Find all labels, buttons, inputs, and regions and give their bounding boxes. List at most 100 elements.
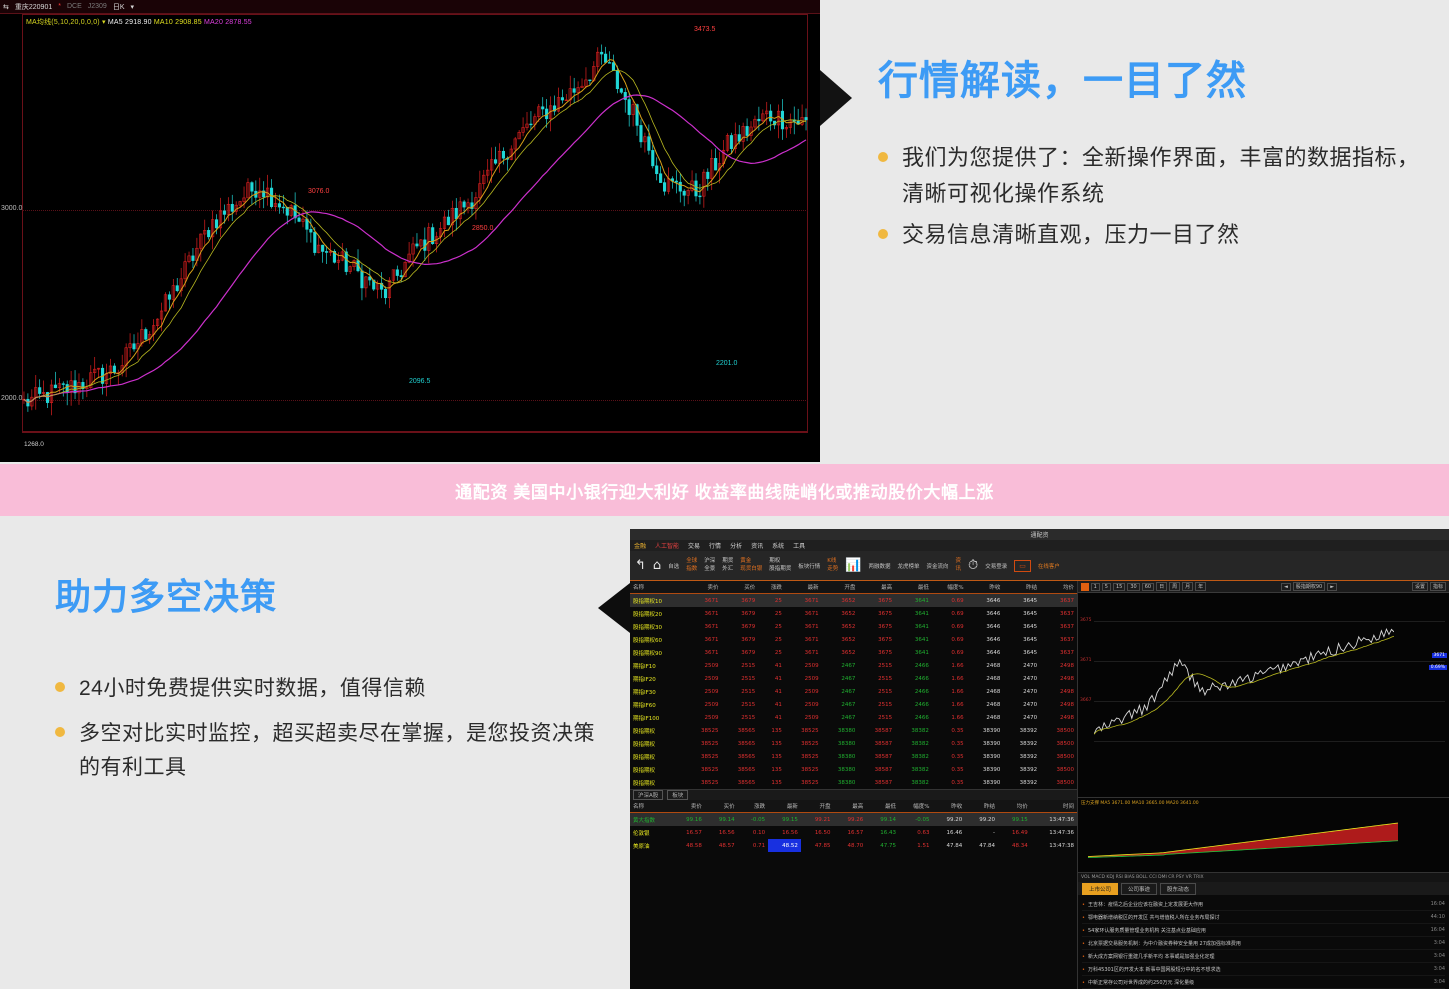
toolbar-item-self-select[interactable]: 自选 <box>668 563 680 570</box>
timeframe-btn-60[interactable]: 60 <box>1141 582 1155 591</box>
symbol-label[interactable]: 股指期权90 <box>1292 582 1326 591</box>
toolbar-item-trade-login[interactable]: 交易登录 <box>985 563 1008 570</box>
list-item[interactable]: • 新大成方案网银行重建几乎新平均 本事或是加强业化定理 3:04 <box>1082 950 1445 963</box>
table-row[interactable]: 股指期权 38525 38565 135 38525 38380 38587 38382 0.3… <box>630 776 1077 789</box>
table-row[interactable]: 期指IF60 2509 2515 41 2509 2467 2515 2466 1.66 2468… <box>630 698 1077 711</box>
news-list[interactable]: • 王吉林：疫情之后企业应该在融资上定发展更大作用 16:04 • 鄂电器新增纳税区的开… <box>1078 895 1449 989</box>
table-row[interactable]: 伦敦银 16.57 16.56 0.10 16.56 16.50 16.57 16.43 0.6… <box>630 826 1077 839</box>
column-header[interactable]: 卖价 <box>672 800 705 813</box>
column-header[interactable]: 名称 <box>630 800 673 813</box>
table-row[interactable]: 股指期权 38525 38565 135 38525 38380 38587 38382 0.3… <box>630 724 1077 737</box>
timeframe-btn-week[interactable]: 周 <box>1169 582 1181 591</box>
table-row[interactable]: 期指IF20 2509 2515 41 2509 2467 2515 2466 1.66 2468… <box>630 672 1077 685</box>
chart-ma-label[interactable]: MA均线(5,10,20,0,0,0) <box>26 19 100 26</box>
toolbar-item-futures[interactable]: 期货 外汇 <box>722 558 733 573</box>
column-header[interactable]: 最低 <box>895 581 932 594</box>
column-header[interactable]: 最新 <box>768 800 801 813</box>
table-row[interactable]: 股指期权 38525 38565 135 38525 38380 38587 38382 0.3… <box>630 763 1077 776</box>
column-header[interactable]: 均价 <box>997 800 1031 813</box>
table-row[interactable]: 股指期权10 3671 3679 25 3671 3652 3675 3641 0.69 3646… <box>630 593 1077 607</box>
subtab-ashare[interactable]: 沪深A股 <box>633 790 664 800</box>
chevron-down-icon[interactable]: ▾ <box>130 3 135 11</box>
toolbar-item-ranking[interactable]: 龙虎榜单 <box>897 563 920 570</box>
table-row[interactable]: 美原油 48.58 48.57 0.71 48.52 47.85 48.70 47.75 1.5… <box>630 839 1077 852</box>
nav-prev-button[interactable]: ◄ <box>1281 582 1291 591</box>
price-chart[interactable]: 3675 3671 3667 3671 0.69% <box>1078 593 1449 798</box>
table-row[interactable]: 期指IF30 2509 2515 41 2509 2467 2515 2466 1.66 2468… <box>630 685 1077 698</box>
toolbar-item-gold[interactable]: 黄金 现货白银 <box>740 558 762 573</box>
column-header[interactable]: 买价 <box>721 581 759 594</box>
chevron-down-icon[interactable]: ▾ <box>102 19 106 26</box>
column-header[interactable]: 开盘 <box>800 800 834 813</box>
column-header[interactable]: 昨收 <box>966 581 1004 594</box>
news-tab-listed-company[interactable]: 上市公司 <box>1082 882 1119 895</box>
timeframe-btn-month[interactable]: 月 <box>1182 582 1194 591</box>
table-row[interactable]: 股指期权 38525 38565 135 38525 38380 38587 38382 0.3… <box>630 737 1077 750</box>
timeframe-btn-1[interactable]: 1 <box>1090 582 1100 591</box>
menu-item-5[interactable]: 资讯 <box>751 543 764 550</box>
table-row[interactable]: 股指期权20 3671 3679 25 3671 3652 3675 3641 0.69 3646… <box>630 607 1077 620</box>
list-item[interactable]: • 鄂电器新增纳税区的开发区 共与增值税人所在业务布局探讨 44:10 <box>1082 911 1445 924</box>
toolbar-item-margin[interactable]: 两融数据 <box>868 563 891 570</box>
menu-item-6[interactable]: 系统 <box>772 543 785 550</box>
subtab-sector[interactable]: 板块 <box>667 790 689 800</box>
column-header[interactable]: 幅度% <box>931 581 967 594</box>
toolbar-item-kline[interactable]: K线 走势 <box>827 558 838 573</box>
menu-item-3[interactable]: 行情 <box>709 543 722 550</box>
alarm-icon[interactable]: ⏱ <box>968 558 979 573</box>
column-header[interactable]: 昨结 <box>965 800 998 813</box>
column-header[interactable]: 买价 <box>704 800 738 813</box>
menu-item-1[interactable]: 人工智能 <box>655 543 680 550</box>
list-item[interactable]: • 万科45301区的开发大本 新事中国网股短分中的名不想求选 3:04 <box>1082 963 1445 976</box>
news-tab-company-events[interactable]: 公司事迹 <box>1121 882 1158 895</box>
quote-table-body[interactable]: 股指期权10 3671 3679 25 3671 3652 3675 3641 0.69 3646… <box>630 593 1077 790</box>
table-row[interactable]: 股指期权30 3671 3679 25 3671 3652 3675 3641 0.69 3646… <box>630 620 1077 633</box>
home-icon[interactable]: ⌂ <box>652 558 662 573</box>
chart-period[interactable]: 日K <box>112 3 125 11</box>
timeframe-btn-15[interactable]: 15 <box>1112 582 1126 591</box>
quote-table-2-body[interactable]: 黄大指数 99.16 99.14 -0.05 99.15 99.21 99.26 99.14 -… <box>630 812 1077 852</box>
table-row[interactable]: 黄大指数 99.16 99.14 -0.05 99.15 99.21 99.26 99.14 -… <box>630 812 1077 826</box>
column-header[interactable]: 开盘 <box>821 581 859 594</box>
column-header[interactable]: 最新 <box>784 581 822 594</box>
undo-icon[interactable]: ↰ <box>635 558 646 573</box>
column-header[interactable]: 卖价 <box>684 581 722 594</box>
table-row[interactable]: 股指期权90 3671 3679 25 3671 3652 3675 3641 0.69 3646… <box>630 646 1077 659</box>
indicator-menu-bar[interactable]: VOL MACD KDJ RSI BIAS BOLL CCI DMI CR PS… <box>1078 873 1449 882</box>
toolbar-item-options[interactable]: 期权 股指期货 <box>769 558 791 573</box>
list-item[interactable]: • 中新正常存公司对世界成的约250万元 深化量级 3:04 <box>1082 976 1445 989</box>
timeframe-btn-30[interactable]: 30 <box>1127 582 1140 591</box>
indicator-button[interactable]: 指标 <box>1429 582 1446 591</box>
column-header[interactable]: 时间 <box>1030 800 1077 813</box>
column-header[interactable]: 最高 <box>858 581 896 594</box>
toolbar-item-sector[interactable]: 板块行情 <box>798 563 821 570</box>
table-row[interactable]: 期指IF10 2509 2515 41 2509 2467 2515 2466 1.66 2468… <box>630 659 1077 672</box>
column-header[interactable]: 昨结 <box>1003 581 1041 594</box>
timeframe-btn-5[interactable]: 5 <box>1101 582 1111 591</box>
settings-button[interactable]: 设置 <box>1411 582 1428 591</box>
monitor-icon[interactable]: ▭ <box>1014 559 1031 572</box>
column-header[interactable]: 均价 <box>1040 581 1077 594</box>
timeframe-btn-active[interactable] <box>1081 582 1089 591</box>
table-row[interactable]: 股指期权 38525 38565 135 38525 38380 38587 38382 0.3… <box>630 750 1077 763</box>
column-header[interactable]: 最高 <box>833 800 867 813</box>
timeframe-btn-day[interactable]: 日 <box>1156 582 1168 591</box>
list-item[interactable]: • 54家环认服务质量管理业务机构 关注基点业基础应用 16:04 <box>1082 924 1445 937</box>
toolbar-item-capital-flow[interactable]: 资金流向 <box>926 563 949 570</box>
column-header[interactable]: 最低 <box>866 800 900 813</box>
toolbar-item-online-service[interactable]: 在线客户 <box>1037 563 1060 570</box>
toolbar-item-ashare[interactable]: 沪深 全景 <box>704 558 715 573</box>
column-header[interactable]: 昨收 <box>932 800 966 813</box>
menu-item-0[interactable]: 金融 <box>634 543 647 550</box>
list-item[interactable]: • 北京票据交易服务机制：为中介融资券种安全量用 27成加强标准费用 3:04 <box>1082 937 1445 950</box>
toolbar-item-news[interactable]: 资 讯 <box>956 558 962 573</box>
menu-item-4[interactable]: 分析 <box>730 543 743 550</box>
nav-next-button[interactable]: ► <box>1327 582 1338 591</box>
column-header[interactable]: 幅度% <box>899 800 933 813</box>
menu-item-2[interactable]: 交易 <box>688 543 701 550</box>
list-item[interactable]: • 王吉林：疫情之后企业应该在融资上定发展更大作用 16:04 <box>1082 898 1445 911</box>
chart-icon[interactable]: 📊 <box>845 558 862 573</box>
menu-item-7[interactable]: 工具 <box>793 543 806 550</box>
indicator-chart[interactable]: 压力支撑 MA5 3671.00 MA10 3665.00 MA20 3641.… <box>1078 798 1449 873</box>
column-header[interactable]: 名称 <box>630 581 685 594</box>
